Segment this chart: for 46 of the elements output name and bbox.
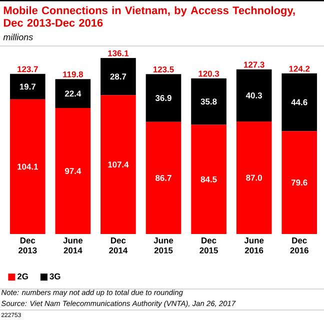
data-label: 19.7	[20, 84, 36, 90]
data-label: 86.7	[156, 174, 172, 181]
data-label: 104.1	[18, 164, 38, 170]
x-tick-label: June 2014	[63, 238, 83, 254]
bar	[191, 124, 226, 234]
bar	[10, 74, 46, 100]
total-label: 123.7	[18, 66, 38, 72]
legend-label: 3G	[50, 273, 60, 280]
total-label: 123.5	[153, 66, 174, 72]
total-label: 119.8	[63, 71, 84, 78]
x-tick-label: Dec 2016	[290, 238, 308, 254]
data-label: 87.0	[246, 174, 262, 181]
bar	[55, 108, 91, 234]
data-label: 84.5	[200, 176, 217, 182]
chart-title: Mobile Connections in Vietnam, by Access Technology, Dec 2013-Dec 2016	[4, 6, 295, 27]
total-label: 136.1	[108, 50, 129, 56]
total-label: 124.2	[289, 66, 310, 72]
bar	[55, 79, 91, 108]
data-label: 28.7	[110, 74, 126, 80]
bar	[146, 122, 182, 234]
data-label: 36.9	[155, 95, 172, 102]
bar	[100, 58, 136, 96]
bar	[191, 78, 226, 125]
bar	[146, 74, 182, 122]
bar	[236, 121, 272, 234]
legend-label: 2G	[17, 273, 28, 280]
bar	[236, 69, 272, 122]
x-tick-label: Dec 2015	[200, 238, 218, 254]
bar	[282, 73, 318, 132]
total-label: 127.3	[244, 62, 264, 68]
data-label: 44.6	[291, 99, 308, 106]
x-tick-label: June 2015	[154, 238, 174, 254]
x-tick-label: Dec 2014	[109, 238, 128, 254]
x-tick-label: Dec 2013	[18, 238, 37, 254]
data-label: 40.3	[246, 92, 262, 98]
data-label: 107.4	[108, 162, 129, 168]
total-label: 120.3	[198, 70, 220, 77]
data-label: 79.6	[291, 180, 308, 186]
x-tick-label: June 2016	[244, 238, 264, 254]
bar	[10, 99, 46, 234]
data-label: 97.4	[64, 168, 82, 174]
data-label: 22.4	[64, 90, 82, 97]
data-label: 35.8	[200, 98, 217, 105]
bar	[282, 131, 318, 234]
bar	[100, 95, 136, 234]
chart-subtitle: millions	[3, 34, 33, 40]
